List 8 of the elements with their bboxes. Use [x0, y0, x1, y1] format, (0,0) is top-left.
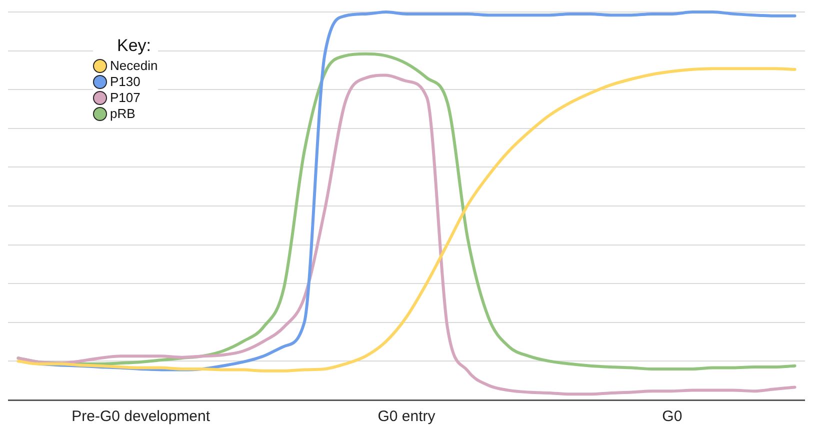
- legend-title: Key:: [117, 36, 152, 56]
- legend-label: P130: [110, 74, 140, 90]
- legend-label: Necedin: [110, 58, 158, 74]
- x-tick-label: Pre-G0 development: [72, 408, 211, 426]
- legend-label: pRB: [110, 106, 136, 122]
- x-tick-label: G0: [662, 408, 682, 426]
- x-tick-label: G0 entry: [378, 408, 436, 426]
- legend-label: P107: [110, 90, 140, 106]
